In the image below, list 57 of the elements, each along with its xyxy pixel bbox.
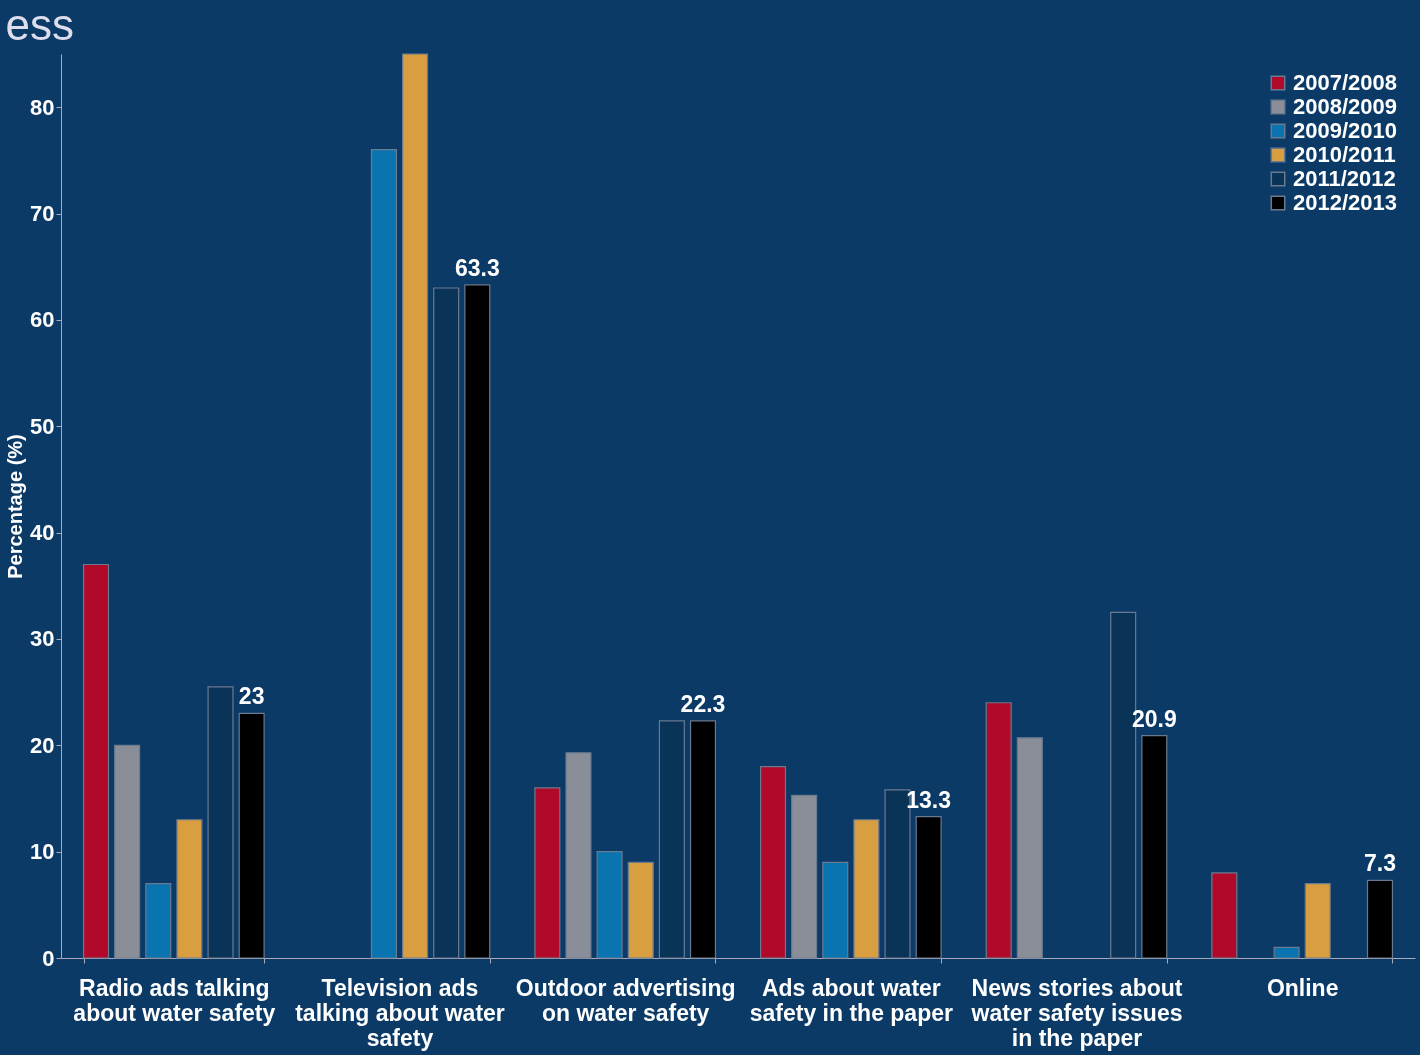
- bar: [370, 149, 397, 959]
- x-tick-label: Radio ads talking about water safety: [73, 974, 276, 1026]
- bar: [1141, 735, 1168, 959]
- bar: [759, 765, 787, 959]
- y-tick-label: 10: [30, 839, 55, 865]
- bar: [822, 861, 849, 959]
- x-tick-label: Television ads talking about water safety: [295, 974, 505, 1051]
- bar: [853, 819, 880, 959]
- data-label: 20.9: [1131, 705, 1177, 732]
- bar: [915, 815, 942, 959]
- y-tick-label: 70: [30, 201, 55, 227]
- bar: [1016, 737, 1043, 959]
- bar: [1366, 879, 1394, 959]
- bar: [658, 720, 685, 959]
- bar: [207, 686, 234, 959]
- bar: [627, 861, 654, 959]
- bar: [534, 787, 561, 959]
- x-tick-label: Ads about water safety in the paper: [749, 974, 953, 1026]
- bar: [565, 752, 592, 959]
- bar: [176, 819, 203, 959]
- y-tick-label: 40: [30, 520, 55, 546]
- bar: [402, 53, 429, 959]
- y-tick-label: 30: [30, 626, 55, 652]
- x-tick-label: Outdoor advertising on water safety: [515, 974, 736, 1026]
- legend-label: 2008/2009: [1293, 94, 1397, 119]
- data-label: 23: [238, 683, 265, 710]
- bar: [145, 882, 172, 959]
- legend-label: 2009/2010: [1293, 118, 1397, 143]
- y-tick-label: 80: [30, 94, 55, 120]
- bar: [238, 712, 265, 959]
- bar: [791, 794, 818, 959]
- x-tick-label: News stories about water safety issues in the paper: [970, 974, 1183, 1051]
- bar: [464, 284, 491, 959]
- bar: [114, 744, 141, 959]
- y-tick-label: 0: [42, 945, 55, 971]
- legend-label: 2007/2008: [1293, 70, 1397, 95]
- data-label: 7.3: [1363, 850, 1396, 877]
- data-label: 63.3: [454, 254, 500, 281]
- y-tick-label: 20: [30, 732, 55, 758]
- x-tick-label: Online: [1266, 974, 1339, 1001]
- legend-label: 2012/2013: [1293, 190, 1397, 215]
- y-tick-label: 60: [30, 307, 55, 333]
- data-label: 13.3: [906, 786, 952, 813]
- bar: [433, 287, 460, 959]
- bar: [1273, 946, 1300, 959]
- data-label: 22.3: [680, 690, 726, 717]
- bar: [1304, 882, 1331, 959]
- bar: [985, 702, 1012, 959]
- chart-title: ess: [5, 0, 75, 50]
- legend-label: 2010/2011: [1293, 142, 1396, 167]
- legend-label: 2011/2012: [1293, 166, 1396, 191]
- bar: [82, 563, 110, 959]
- y-tick-label: 50: [30, 413, 55, 439]
- bar: [689, 720, 717, 959]
- bar: [1211, 872, 1238, 959]
- bar: [596, 851, 623, 959]
- y-axis-title: Percentage (%): [4, 434, 27, 579]
